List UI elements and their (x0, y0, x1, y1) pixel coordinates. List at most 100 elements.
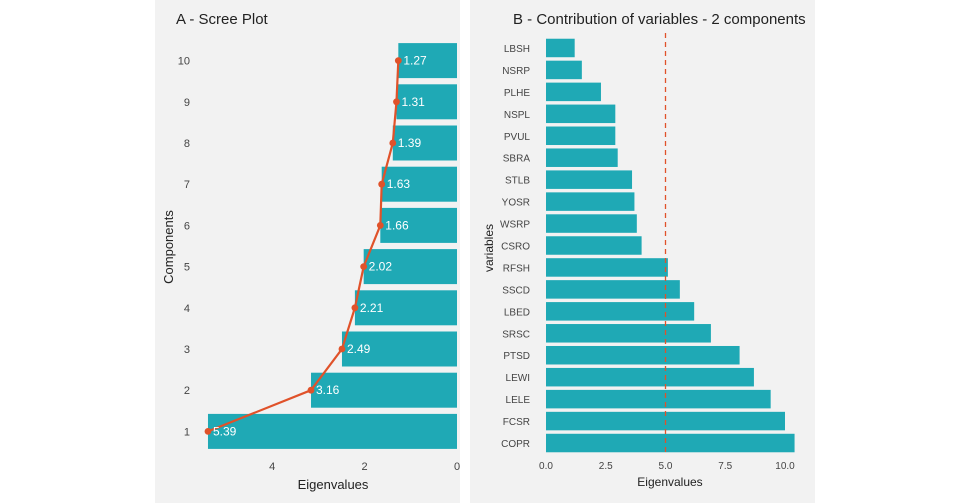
scree-bar-2 (311, 372, 457, 408)
scree-bar-6 (380, 207, 457, 243)
scree-plot-ticks: 1 2 3 4 5 6 7 8 9 10 0 2 4 (178, 56, 460, 473)
contribution-category-label-NSPL: NSPL (504, 110, 531, 121)
contribution-category-label-SBRA: SBRA (503, 154, 531, 165)
contribution-category-label-STLB: STLB (505, 176, 530, 187)
contribution-x-tick-2.5: 2.5 (599, 461, 613, 472)
scree-category-label-10: 10 (178, 56, 190, 68)
contribution-bar-LBSH (546, 38, 575, 58)
scree-category-label-8: 8 (184, 138, 190, 150)
contribution-category-label-RFSH: RFSH (503, 263, 530, 274)
contribution-panel: B - Contribution of variables - 2 compon… (470, 0, 815, 503)
contribution-bar-SRSC (546, 324, 711, 343)
contribution-bar-SBRA (546, 148, 618, 167)
contribution-category-label-PLHE: PLHE (504, 88, 530, 99)
contribution-bar-CSRO (546, 236, 642, 255)
scree-plot-bars (207, 43, 457, 449)
scree-bar-3 (341, 331, 457, 367)
scree-point-5 (360, 263, 368, 270)
contribution-bar-STLB (546, 170, 633, 189)
scree-category-label-6: 6 (184, 220, 190, 232)
contribution-x-tick-0.0: 0.0 (539, 461, 553, 472)
scree-point-8 (389, 139, 397, 147)
scree-category-label-9: 9 (184, 97, 190, 109)
scree-point-7 (378, 180, 386, 188)
contribution-category-label-LELE: LELE (506, 395, 531, 406)
contribution-bar-COPR (546, 433, 795, 453)
scree-value-label-5: 2.02 (369, 260, 393, 274)
contribution-bar-NSPL (546, 104, 616, 124)
scree-value-label-2: 3.16 (316, 383, 340, 397)
scree-bar-8 (392, 125, 457, 161)
contribution-category-label-SSCD: SSCD (502, 285, 530, 296)
contribution-bar-SSCD (546, 280, 680, 299)
contribution-x-tick-5.0: 5.0 (659, 461, 673, 472)
contribution-category-label-WSRP: WSRP (500, 220, 530, 231)
contribution-category-label-YOSR: YOSR (502, 198, 530, 209)
contribution-bar-LBED (546, 302, 695, 321)
contribution-bar-PVUL (546, 126, 616, 146)
scree-value-label-3: 2.49 (347, 342, 371, 356)
scree-bar-1 (207, 413, 457, 449)
scree-category-label-7: 7 (184, 179, 190, 191)
scree-point-2 (307, 386, 315, 394)
scree-plot-x-axis-label: Eigenvalues (298, 477, 369, 492)
contribution-category-label-FCSR: FCSR (503, 417, 530, 428)
scree-value-label-1: 5.39 (213, 424, 237, 438)
scree-plot-line-overlay: 5.39 3.16 2.49 2.21 2.02 1.66 1.63 1.39 1.31 1.27 (204, 54, 427, 438)
contribution-category-label-PTSD: PTSD (503, 351, 530, 362)
scree-x-tick-2: 2 (362, 461, 368, 473)
scree-category-label-2: 2 (184, 385, 190, 397)
scree-bar-4 (354, 290, 457, 326)
contribution-category-label-COPR: COPR (501, 439, 530, 450)
contribution-bar-RFSH (546, 258, 668, 277)
contribution-category-label-PVUL: PVUL (504, 132, 531, 143)
contribution-bars (546, 38, 795, 453)
contribution-category-label-CSRO: CSRO (501, 242, 530, 253)
contribution-title: B - Contribution of variables - 2 compon… (513, 11, 806, 28)
contribution-category-label-LEWI: LEWI (506, 373, 530, 384)
contribution-category-label-NSRP: NSRP (502, 66, 530, 77)
scree-value-label-7: 1.63 (387, 177, 411, 191)
scree-plot-title: A - Scree Plot (176, 11, 269, 28)
scree-category-label-4: 4 (184, 303, 190, 315)
scree-value-label-10: 1.27 (403, 54, 427, 68)
scree-bar-9 (396, 84, 457, 120)
scree-value-label-8: 1.39 (398, 136, 422, 150)
scree-bar-10 (398, 43, 457, 79)
contribution-x-tick-7.5: 7.5 (718, 461, 732, 472)
contribution-y-axis-label: variables (482, 224, 496, 272)
contribution-x-axis-label: Eigenvalues (637, 475, 702, 489)
contribution-category-label-SRSC: SRSC (502, 329, 530, 340)
contribution-category-label-LBSH: LBSH (504, 44, 530, 55)
contribution-bar-LELE (546, 389, 771, 409)
contribution-bar-YOSR (546, 192, 635, 211)
scree-plot-panel: A - Scree Plot Components Eigenvalues 5.… (155, 0, 460, 503)
scree-value-label-6: 1.66 (385, 218, 409, 232)
scree-point-3 (338, 345, 346, 353)
scree-point-9 (393, 98, 400, 106)
contribution-bar-WSRP (546, 214, 637, 233)
scree-point-4 (351, 304, 359, 312)
scree-category-label-5: 5 (184, 262, 190, 274)
scree-point-10 (394, 57, 402, 64)
scree-plot-y-axis-label: Components (161, 210, 176, 284)
scree-line (207, 60, 400, 433)
scree-point-1 (204, 428, 212, 435)
scree-x-tick-0: 0 (454, 461, 460, 473)
contribution-bar-PTSD (546, 345, 740, 365)
scree-x-tick-4: 4 (269, 461, 275, 473)
scree-category-label-1: 1 (184, 426, 190, 438)
contribution-category-label-LBED: LBED (504, 307, 530, 318)
scree-bar-5 (363, 249, 457, 285)
contribution-bar-NSRP (546, 60, 582, 80)
scree-value-label-4: 2.21 (360, 301, 384, 315)
contribution-ticks: COPR FCSR LELE LEWI PTSD SRSC LBED SSCD RFSH CSRO… (500, 44, 795, 472)
scree-value-label-9: 1.31 (401, 95, 425, 109)
contribution-bar-LEWI (546, 367, 754, 387)
scree-point-6 (376, 222, 384, 229)
scree-category-label-3: 3 (184, 344, 190, 356)
contribution-bar-PLHE (546, 82, 601, 102)
scree-bar-7 (381, 166, 457, 202)
contribution-x-tick-10.0: 10.0 (775, 461, 795, 472)
